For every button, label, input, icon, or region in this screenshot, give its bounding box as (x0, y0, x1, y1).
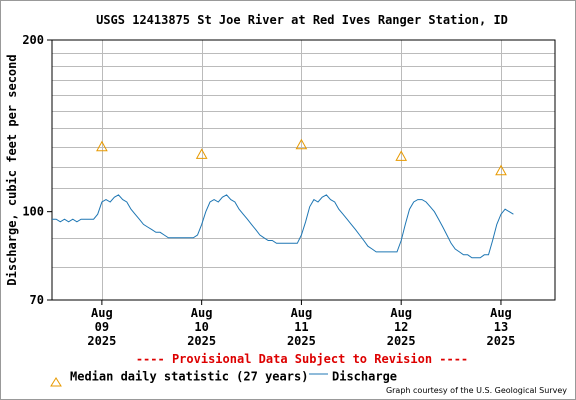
x-tick-label: Aug (91, 306, 113, 320)
median-layer (96, 138, 507, 176)
median-marker (395, 150, 408, 161)
legend-median-label: Median daily statistic (27 years) (70, 370, 308, 384)
legend-discharge-label: Discharge (332, 370, 397, 384)
x-tick-label: 10 (194, 320, 208, 334)
median-legend-icon (50, 377, 62, 387)
credit-text: Graph courtesy of the U.S. Geological Su… (386, 386, 567, 395)
y-axis-label: Discharge, cubic feet per second (5, 54, 19, 285)
y-tick-label: 200 (22, 33, 44, 47)
series-layer (52, 194, 514, 259)
x-tick-label: 12 (394, 320, 408, 334)
x-tick-label: Aug (191, 306, 213, 320)
median-marker (96, 140, 108, 152)
x-tick-label: 2025 (487, 334, 516, 348)
x-tick-label: Aug (390, 306, 412, 320)
legend: Median daily statistic (27 years) Discha… (50, 370, 397, 387)
x-tick-label: Aug (490, 306, 512, 320)
x-tick-label: 2025 (387, 334, 416, 348)
y-tick-label: 70 (30, 293, 44, 307)
x-tick-label: 2025 (87, 334, 116, 348)
median-marker (495, 164, 507, 176)
x-tick-label: 13 (494, 320, 508, 334)
median-marker (295, 138, 308, 150)
x-tick-label: 09 (95, 320, 109, 334)
x-tick-label: 11 (294, 320, 308, 334)
discharge-line (52, 194, 514, 259)
x-tick-label: 2025 (287, 334, 316, 348)
x-tick-label: Aug (291, 306, 313, 320)
x-tick-label: 2025 (187, 334, 216, 348)
provisional-note: ---- Provisional Data Subject to Revisio… (136, 352, 468, 366)
plot-area (51, 39, 556, 301)
grid (52, 40, 555, 300)
y-tick-label: 100 (22, 205, 44, 219)
axes: 70100200Aug092025Aug102025Aug112025Aug12… (22, 33, 515, 348)
chart-title: USGS 12413875 St Joe River at Red Ives R… (96, 13, 508, 27)
median-marker (195, 148, 208, 159)
